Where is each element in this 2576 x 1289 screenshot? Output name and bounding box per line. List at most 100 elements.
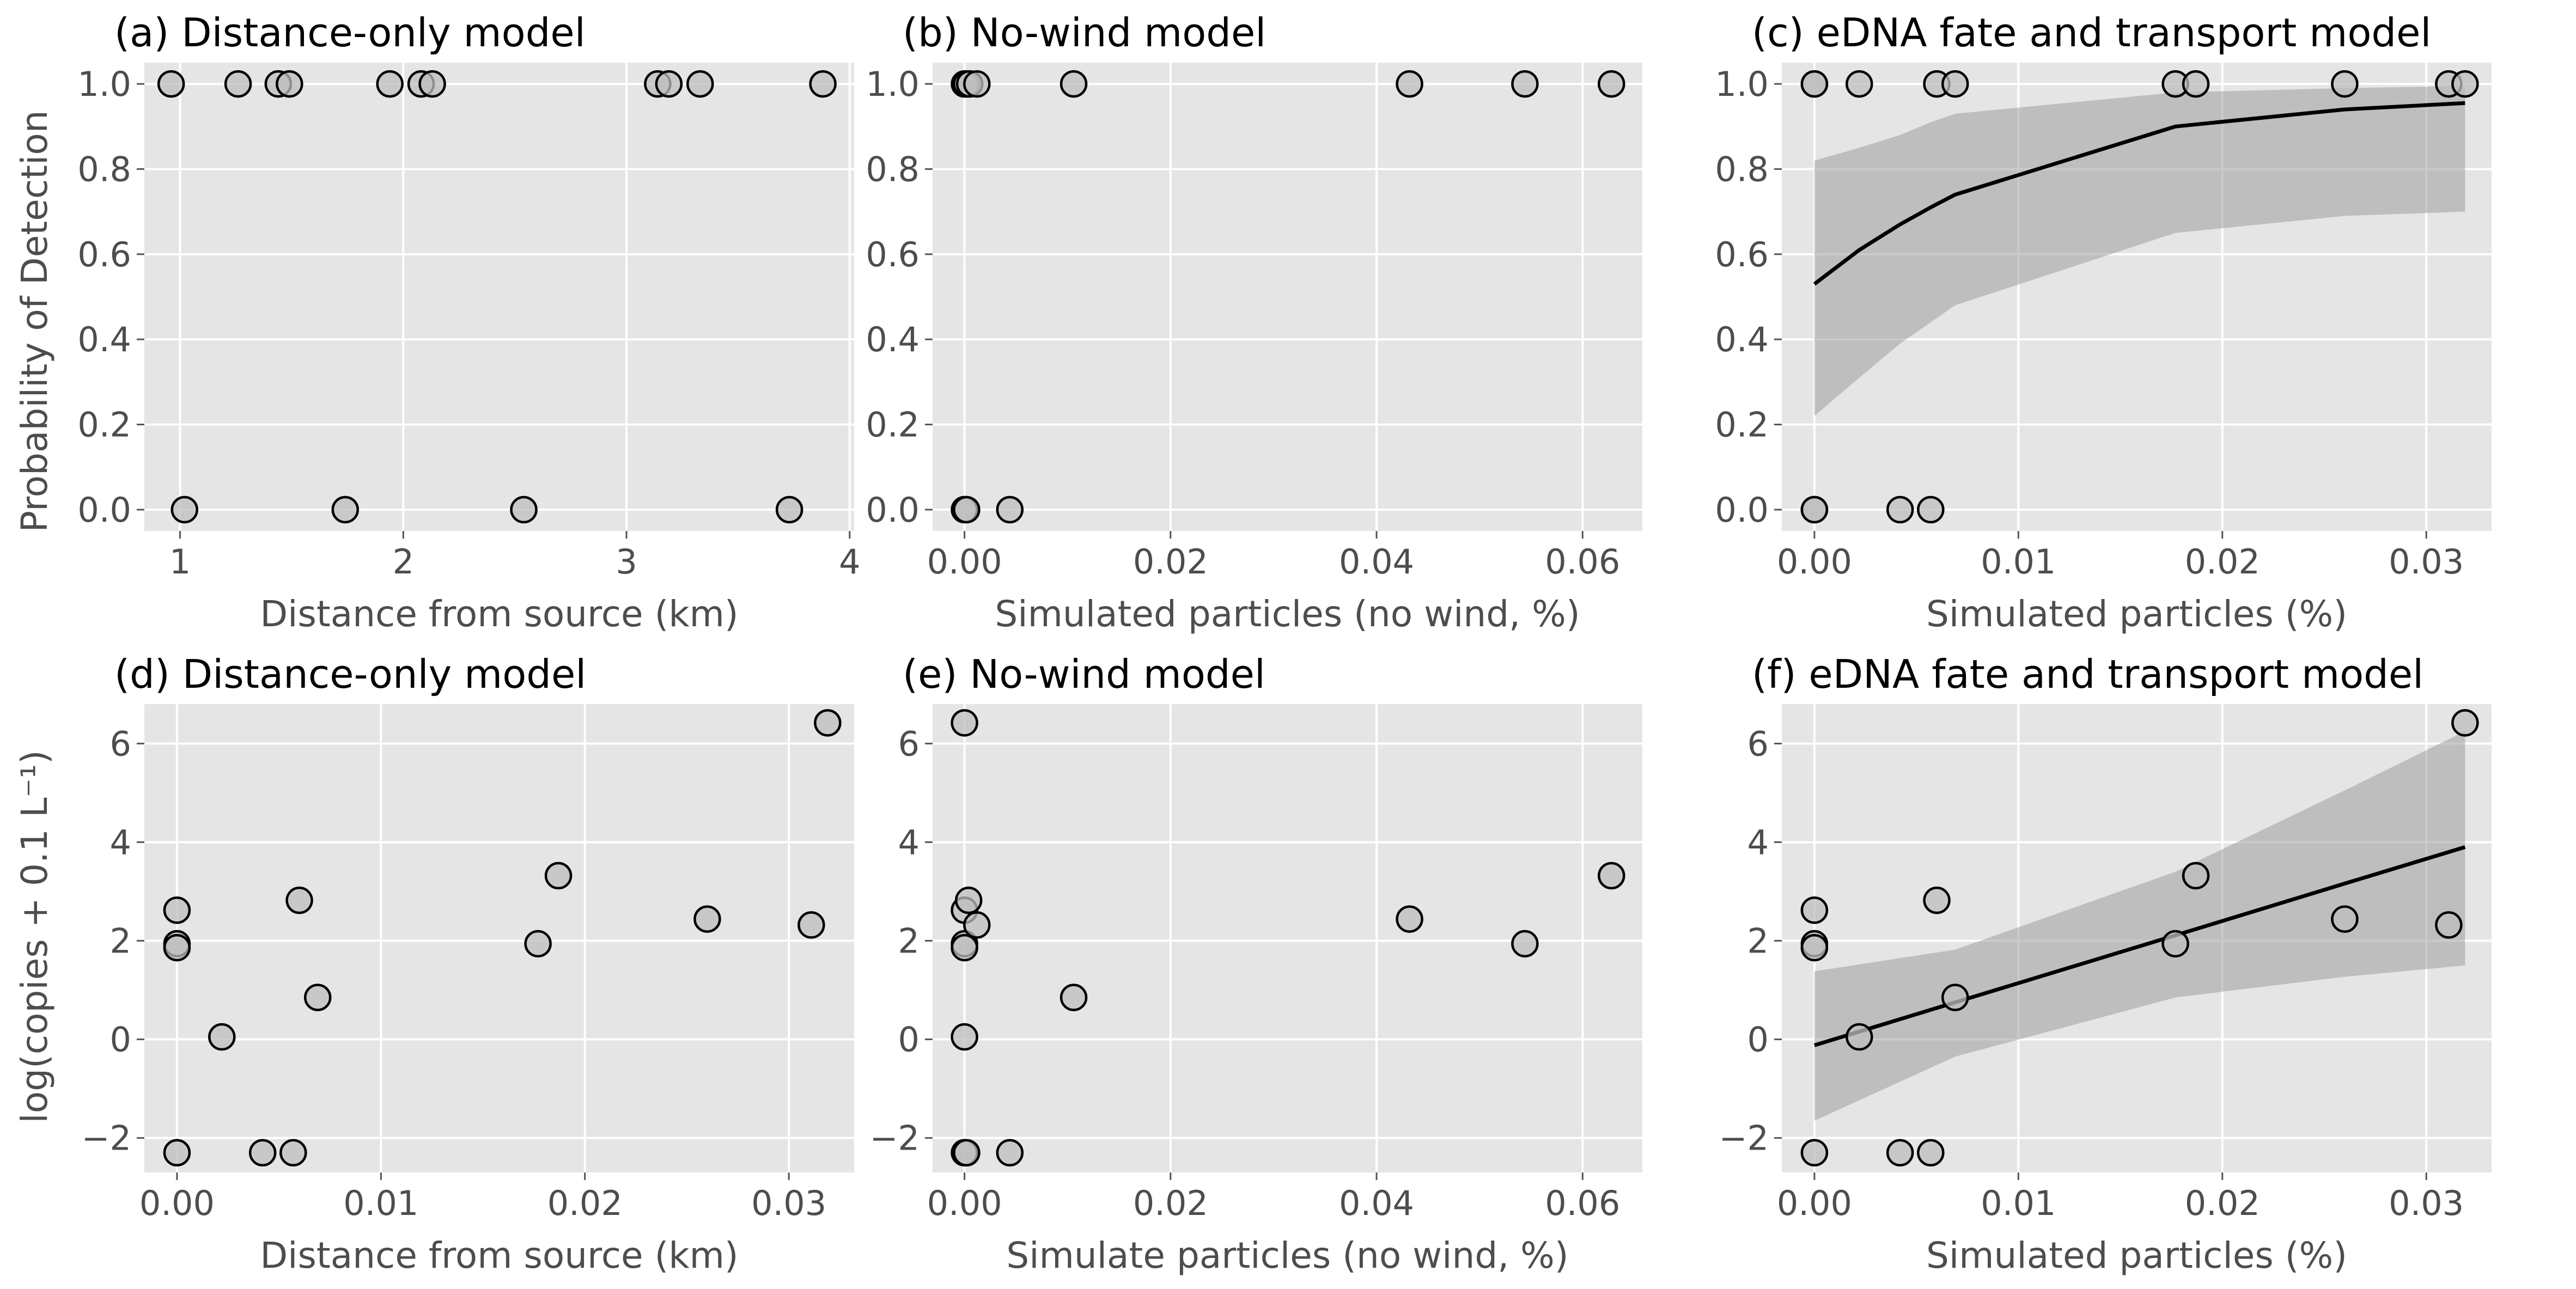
x-tick-label: 0.03 [751, 1183, 826, 1223]
data-point [797, 911, 825, 939]
data-point [2451, 709, 2479, 737]
chart-panel-d: 0.00 0.01 0.02 0.03 −2 0 2 4 6 (d) Distance-only … [82, 651, 854, 1276]
data-point [954, 887, 983, 914]
y-tick-label: −2 [870, 1119, 919, 1158]
confidence-band [1814, 86, 2465, 416]
data-point [1800, 496, 1829, 524]
data-point [814, 709, 842, 737]
chart-panel-b: 0.00 0.02 0.04 0.06 0.0 0.2 0.4 0.6 0.8 1.0 (b) No… [866, 10, 1642, 635]
panel-title: (e) No-wind model [903, 651, 1265, 697]
y-tick-label: 0.8 [1715, 149, 1769, 189]
x-axis-label: Distance from source (km) [260, 593, 738, 635]
y-tick-label: 0 [110, 1020, 131, 1060]
x-axis-label: Simulated particles (%) [1926, 1235, 2347, 1276]
y-tick-label: 0.2 [1715, 405, 1769, 445]
y-tick-label: 6 [110, 724, 131, 763]
y-tick-label: 0.4 [866, 320, 919, 359]
panel-title: (c) eDNA fate and transport model [1752, 10, 2431, 56]
data-point [775, 496, 803, 524]
data-point [524, 930, 552, 958]
data-point [544, 862, 573, 890]
data-point [963, 911, 991, 939]
y-tick-label: 0.2 [77, 405, 131, 445]
data-point [2182, 862, 2210, 890]
y-axis-label-top: Probability of Detection [14, 110, 56, 532]
x-tick-label: 0.00 [1777, 542, 1852, 582]
y-tick-label: 0.0 [866, 490, 919, 530]
data-point [1917, 496, 1945, 524]
y-tick-label: 0 [898, 1020, 919, 1060]
data-point [1059, 70, 1088, 98]
data-point [1886, 1139, 1914, 1167]
data-point [996, 1139, 1024, 1167]
chart-panel-f: 0.00 0.01 0.02 0.03 −2 0 2 4 6 (f) eDNA fate and … [1719, 651, 2492, 1276]
panel-title: (d) Distance-only model [114, 651, 586, 697]
data-point [224, 70, 252, 98]
chart-panel-c: 0.00 0.01 0.02 0.03 0.0 0.2 0.4 0.6 0.8 1.0 (c) eD… [1715, 10, 2492, 635]
y-tick-label: 0.6 [866, 235, 919, 274]
x-tick-label: 0.02 [2185, 542, 2260, 582]
data-point [2451, 70, 2479, 98]
data-point [248, 1139, 277, 1167]
y-tick-label: 1.0 [1715, 64, 1769, 104]
chart-panel-a: 1 2 3 4 0.0 0.2 0.4 0.6 0.8 1.0 (a) Distance-only … [77, 10, 860, 635]
data-point [376, 70, 404, 98]
y-tick-label: 0.4 [77, 320, 131, 359]
x-tick-label: 0.06 [1545, 542, 1620, 582]
data-point [1511, 930, 1539, 958]
y-axis-label-bottom: log(copies + 0.1 L⁻¹) [14, 750, 56, 1123]
data-point [1923, 887, 1951, 914]
data-point [170, 496, 199, 524]
x-tick-label: 0.00 [927, 1183, 1002, 1223]
data-point [2331, 905, 2359, 933]
x-tick-label: 1 [169, 542, 191, 582]
plot-background [144, 704, 854, 1172]
chart-panel-e: 0.00 0.02 0.04 0.06 −2 0 2 4 6 (e) No-wind model S… [870, 651, 1642, 1276]
data-point [951, 1023, 978, 1051]
data-point [157, 70, 185, 98]
y-tick-label: 1.0 [866, 64, 919, 104]
data-point [963, 70, 991, 98]
data-point [1598, 862, 1625, 890]
x-tick-label: 0.03 [2389, 1183, 2464, 1223]
data-point [1396, 70, 1423, 98]
confidence-band [1814, 731, 2465, 1121]
x-tick-label: 0.01 [343, 1183, 418, 1223]
panel-title: (f) eDNA fate and transport model [1752, 651, 2423, 697]
panel-title: (a) Distance-only model [114, 10, 586, 56]
x-tick-label: 0.01 [1981, 1183, 2056, 1223]
y-tick-label: 6 [1747, 724, 1769, 763]
y-tick-label: 0.4 [1715, 320, 1769, 359]
data-point [2435, 911, 2463, 939]
data-point [2331, 70, 2359, 98]
y-tick-label: 0.8 [77, 149, 131, 189]
data-point [2182, 70, 2210, 98]
x-axis-label: Simulated particles (%) [1926, 593, 2347, 635]
x-axis-label: Simulate particles (no wind, %) [1006, 1235, 1568, 1276]
x-tick-label: 0.00 [139, 1183, 215, 1223]
data-point [951, 709, 978, 737]
data-point [208, 1023, 236, 1051]
y-tick-label: 4 [110, 822, 131, 862]
data-point [1800, 1139, 1829, 1167]
plot-background [933, 63, 1642, 531]
data-point [953, 1139, 981, 1167]
data-point [2161, 930, 2189, 958]
data-point [1396, 905, 1423, 933]
y-tick-label: 2 [898, 921, 919, 961]
data-point [1059, 983, 1088, 1011]
x-tick-label: 3 [616, 542, 637, 582]
data-point [331, 496, 360, 524]
data-point [279, 1139, 307, 1167]
data-point [163, 896, 191, 924]
x-tick-label: 0.01 [1981, 542, 2056, 582]
data-point [1886, 496, 1914, 524]
data-point [655, 70, 683, 98]
data-point [418, 70, 446, 98]
data-point [163, 933, 191, 962]
y-tick-label: 0.2 [866, 405, 919, 445]
data-point [1800, 933, 1829, 962]
y-tick-label: 0.6 [77, 235, 131, 274]
data-point [1846, 70, 1873, 98]
y-tick-label: 4 [898, 822, 919, 862]
